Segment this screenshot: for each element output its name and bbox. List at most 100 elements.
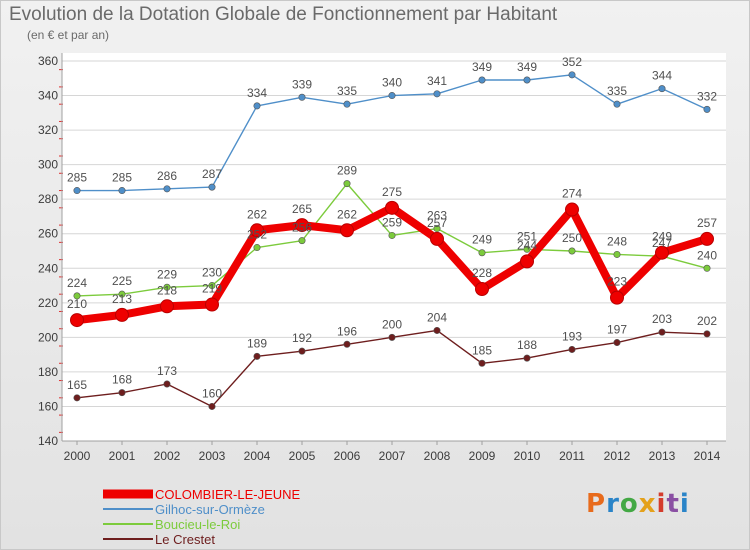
- data-label: 334: [247, 86, 267, 100]
- y-tick-label: 280: [38, 192, 58, 206]
- brand-letter: r: [606, 489, 620, 519]
- brand-letter: o: [619, 489, 639, 519]
- data-point: [298, 347, 306, 355]
- data-label: 247: [652, 236, 672, 250]
- data-label: 197: [607, 323, 627, 337]
- data-point: [253, 352, 261, 360]
- x-tick-label: 2014: [694, 449, 721, 463]
- data-point: [385, 200, 399, 215]
- data-point: [388, 333, 396, 341]
- y-tick-label: 180: [38, 365, 58, 379]
- data-label: 275: [382, 185, 402, 199]
- data-point: [613, 100, 621, 108]
- y-tick-label: 200: [38, 330, 58, 344]
- data-label: 228: [472, 266, 492, 280]
- data-point: [163, 185, 171, 193]
- data-label: 341: [427, 74, 447, 88]
- data-point: [343, 180, 351, 188]
- data-point: [205, 297, 219, 312]
- data-label: 248: [607, 234, 627, 248]
- data-point: [703, 264, 711, 272]
- data-point: [73, 292, 81, 300]
- data-label: 160: [202, 386, 222, 400]
- x-tick-label: 2004: [244, 449, 271, 463]
- data-point: [253, 102, 261, 110]
- data-label: 349: [472, 60, 492, 74]
- data-point: [430, 231, 444, 246]
- data-label: 202: [697, 314, 717, 328]
- brand-logo: Proxiti: [586, 489, 690, 519]
- y-tick-label: 360: [38, 54, 58, 68]
- data-point: [298, 237, 306, 245]
- data-point: [568, 71, 576, 79]
- data-point: [208, 282, 216, 290]
- data-point: [523, 354, 531, 362]
- data-point: [163, 283, 171, 291]
- data-label: 204: [427, 310, 447, 324]
- legend-label: Le Crestet: [155, 532, 215, 547]
- brand-letter: x: [638, 489, 657, 519]
- data-point: [298, 93, 306, 101]
- series-gilhoc-sur-orm-ze: [73, 71, 711, 195]
- data-label: 210: [67, 297, 87, 311]
- data-label: 251: [517, 229, 537, 243]
- data-point: [433, 225, 441, 233]
- data-point: [295, 218, 309, 233]
- data-point: [250, 223, 264, 238]
- data-label: 196: [337, 324, 357, 338]
- x-tick-label: 2013: [649, 449, 676, 463]
- chart-subtitle: (en € et par an): [27, 28, 110, 42]
- data-point: [160, 299, 174, 314]
- data-point: [478, 76, 486, 84]
- data-label: 257: [697, 216, 717, 230]
- data-point: [610, 290, 624, 305]
- data-label: 224: [67, 276, 87, 290]
- y-tick-label: 240: [38, 261, 58, 275]
- data-point: [700, 231, 714, 246]
- data-label: 250: [562, 231, 582, 245]
- brand-letter: i: [679, 489, 690, 519]
- x-tick-label: 2000: [64, 449, 91, 463]
- y-tick-label: 320: [38, 123, 58, 137]
- data-label: 352: [562, 55, 582, 69]
- y-tick-label: 160: [38, 399, 58, 413]
- data-label: 335: [337, 84, 357, 98]
- brand-letter: P: [586, 489, 607, 519]
- data-label: 285: [67, 171, 87, 185]
- series-le-crestet: [73, 326, 711, 410]
- data-point: [523, 245, 531, 253]
- x-tick-label: 2010: [514, 449, 541, 463]
- data-point: [658, 85, 666, 93]
- data-label: 252: [247, 228, 267, 242]
- data-label: 165: [67, 378, 87, 392]
- data-point: [523, 76, 531, 84]
- data-point: [118, 290, 126, 298]
- data-label: 229: [157, 267, 177, 281]
- plot-area: [62, 53, 726, 441]
- data-point: [703, 330, 711, 338]
- data-point: [478, 359, 486, 367]
- data-point: [343, 100, 351, 108]
- data-point: [73, 394, 81, 402]
- chart-title: Evolution de la Dotation Globale de Fonc…: [9, 4, 558, 25]
- data-point: [208, 402, 216, 410]
- data-point: [568, 247, 576, 255]
- x-tick-label: 2012: [604, 449, 631, 463]
- data-point: [208, 183, 216, 191]
- data-point: [343, 340, 351, 348]
- data-label: 173: [157, 364, 177, 378]
- data-label: 244: [517, 238, 537, 252]
- data-label: 213: [112, 292, 132, 306]
- data-label: 249: [652, 230, 672, 244]
- x-tick-label: 2002: [154, 449, 181, 463]
- x-tick-label: 2006: [334, 449, 361, 463]
- data-point: [613, 339, 621, 347]
- data-point: [703, 105, 711, 113]
- data-label: 332: [697, 89, 717, 103]
- x-tick-label: 2008: [424, 449, 451, 463]
- data-point: [475, 282, 489, 296]
- data-point: [340, 223, 354, 238]
- data-label: 262: [247, 207, 267, 221]
